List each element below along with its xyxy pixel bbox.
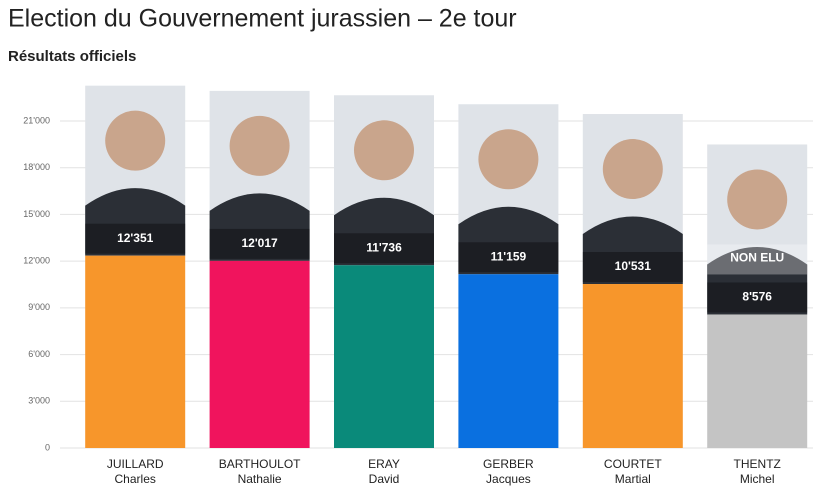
- chart-subtitle: Résultats officiels: [8, 48, 136, 65]
- x-tick-label: BARTHOULOT: [219, 457, 301, 471]
- bar: [458, 274, 559, 448]
- y-tick-label: 3'000: [28, 396, 50, 406]
- x-tick-sublabel: Michel: [740, 472, 775, 486]
- x-tick-label: THENTZ: [734, 457, 781, 471]
- bar: [582, 284, 683, 448]
- portrait-head: [105, 110, 166, 171]
- y-tick-label: 6'000: [28, 349, 50, 359]
- portrait-body: [707, 246, 808, 315]
- value-label: 11'159: [491, 249, 527, 263]
- y-tick-label: 15'000: [23, 209, 50, 219]
- y-tick-label: 9'000: [28, 302, 50, 312]
- x-tick-sublabel: Martial: [615, 472, 651, 486]
- label-band: [334, 233, 434, 264]
- value-label: 10'531: [615, 259, 652, 273]
- x-tick-label: ERAY: [368, 457, 400, 471]
- x-tick-sublabel: Charles: [115, 472, 156, 486]
- y-tick-label: 0: [45, 442, 50, 452]
- x-tick-label: COURTET: [604, 457, 662, 471]
- portrait-head: [354, 120, 414, 181]
- y-tick-label: 12'000: [23, 256, 50, 266]
- label-band: [582, 252, 683, 283]
- value-label: 12'351: [117, 231, 154, 245]
- bar: [209, 260, 310, 448]
- y-tick-label: 18'000: [23, 162, 50, 172]
- portrait-body: [334, 197, 434, 266]
- label-band: [85, 223, 186, 254]
- x-tick-label: GERBER: [483, 457, 534, 471]
- label-band: [707, 282, 808, 313]
- portrait-head: [478, 129, 539, 190]
- bar: [85, 255, 186, 448]
- bar: [707, 314, 808, 448]
- value-label: 12'017: [241, 236, 278, 250]
- x-tick-sublabel: Jacques: [486, 472, 531, 486]
- portrait-body: [85, 188, 186, 256]
- portrait-head: [727, 169, 788, 230]
- label-band: [209, 228, 310, 259]
- label-band: [458, 242, 559, 273]
- portrait-body: [209, 193, 310, 261]
- status-band: [707, 244, 808, 275]
- portrait-body: [582, 216, 683, 285]
- chart-title: Election du Gouvernement jurassien – 2e …: [8, 5, 517, 33]
- portrait-head: [229, 115, 290, 176]
- portrait-head: [602, 139, 663, 200]
- value-label: 11'736: [366, 240, 402, 254]
- portrait-body: [458, 206, 559, 275]
- value-label: 8'576: [742, 290, 772, 304]
- x-tick-sublabel: Nathalie: [238, 472, 282, 486]
- y-tick-label: 21'000: [23, 115, 50, 125]
- bar: [334, 265, 434, 448]
- x-tick-label: JUILLARD: [107, 457, 164, 471]
- x-tick-sublabel: David: [369, 472, 400, 486]
- status-label: NON ELU: [730, 251, 784, 265]
